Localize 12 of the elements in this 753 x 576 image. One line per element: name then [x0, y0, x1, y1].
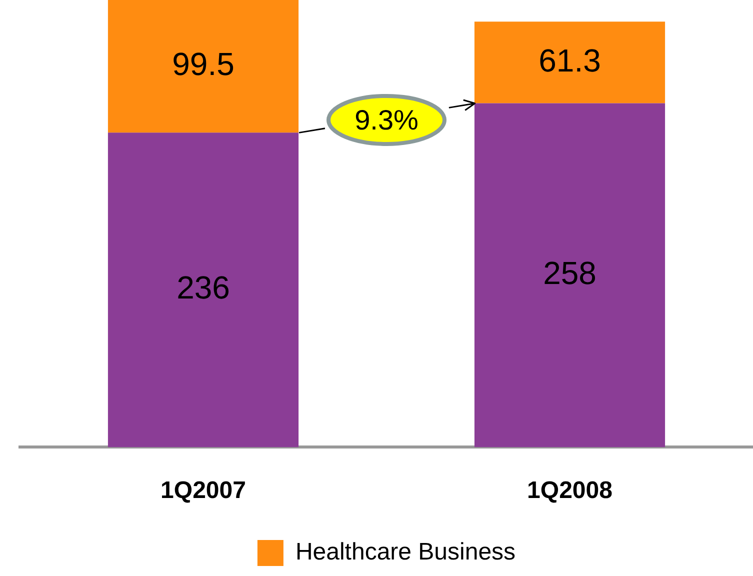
- x-tick-label: 1Q2008: [527, 477, 612, 504]
- legend-label: Healthcare Business: [295, 538, 516, 566]
- bar: [474, 103, 666, 448]
- bar: [108, 132, 299, 448]
- data-label: 236: [176, 270, 230, 306]
- x-tick-label: 1Q2007: [160, 477, 246, 504]
- annotation: 9.3%: [354, 104, 418, 136]
- data-label: 61.3: [538, 42, 601, 78]
- data-label: 258: [543, 255, 596, 292]
- bar: [108, 0, 299, 133]
- data-label: 99.5: [172, 46, 234, 82]
- bar: [474, 22, 666, 104]
